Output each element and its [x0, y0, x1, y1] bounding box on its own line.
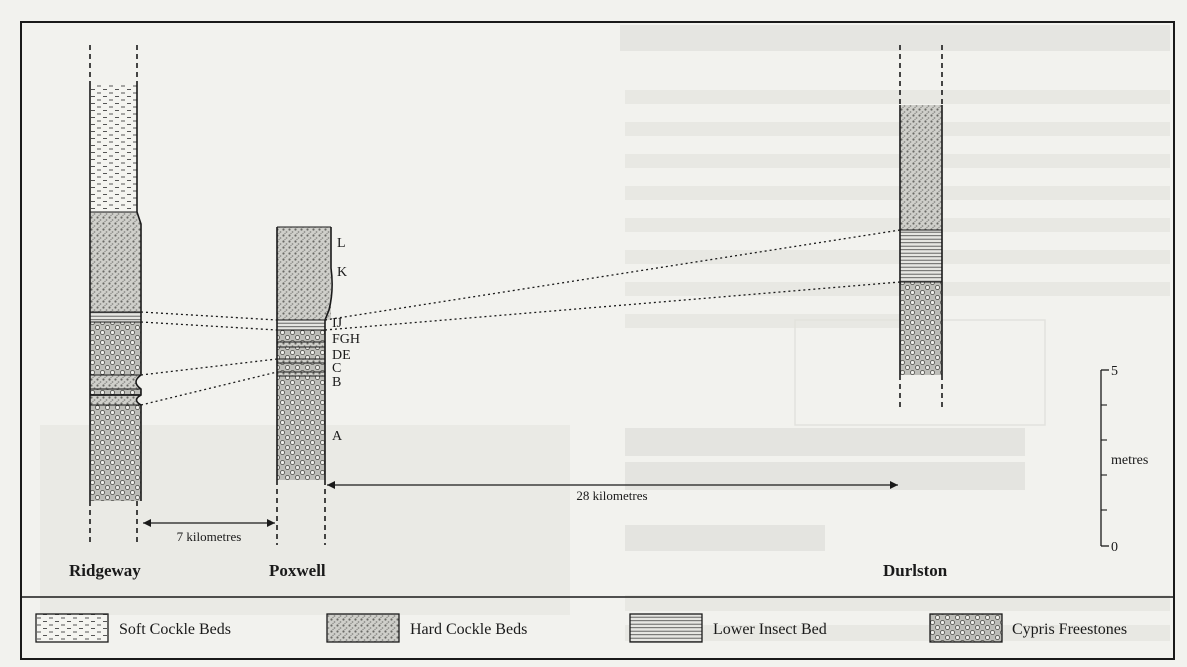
bed-letter-b: B — [332, 375, 341, 390]
poxwell-column — [276, 226, 333, 545]
bed-letter-k: K — [337, 265, 347, 280]
legend: Soft Cockle Beds Hard Cockle Beds Lower … — [35, 613, 1127, 643]
bed-letter-ij: IJ — [332, 316, 343, 331]
legend-swatch-lower-insect — [629, 613, 703, 643]
scale-unit-label: metres — [1111, 453, 1148, 468]
correlation-lines — [140, 229, 901, 406]
section-label-poxwell: Poxwell — [269, 561, 326, 580]
durlston-column — [899, 45, 943, 410]
bed-letter-c: C — [332, 361, 341, 376]
legend-swatch-hard-cockle — [326, 613, 400, 643]
bed-letter-l: L — [337, 236, 346, 251]
legend-swatch-soft-cockle — [35, 613, 109, 643]
legend-label-soft-cockle: Soft Cockle Beds — [119, 621, 231, 638]
distance-ridgeway-poxwell: 7 kilometres — [143, 519, 275, 544]
legend-label-hard-cockle: Hard Cockle Beds — [410, 621, 527, 638]
legend-label-lower-insect: Lower Insect Bed — [713, 621, 827, 638]
scale-bottom-label: 0 — [1111, 540, 1118, 555]
scale-top-label: 5 — [1111, 364, 1118, 379]
bleed-through-background — [40, 25, 1170, 641]
legend-swatch-cypris-freestones — [929, 613, 1003, 643]
distance-label-28km: 28 kilometres — [576, 488, 647, 503]
section-label-ridgeway: Ridgeway — [69, 561, 141, 580]
ridgeway-column — [89, 45, 142, 545]
distance-label-7km: 7 kilometres — [177, 529, 242, 544]
bed-letters: L K IJ FGH DE C B A — [332, 236, 360, 444]
section-label-durlston: Durlston — [883, 561, 948, 580]
bed-letter-fgh: FGH — [332, 332, 360, 347]
bed-letter-de: DE — [332, 348, 351, 363]
legend-label-cypris-freestones: Cypris Freestones — [1012, 621, 1127, 638]
distance-poxwell-durlston: 28 kilometres — [327, 481, 898, 503]
figure-frame — [20, 21, 1175, 660]
bed-letter-a: A — [332, 429, 343, 444]
scale-bar: 5 0 metres — [1100, 364, 1148, 555]
